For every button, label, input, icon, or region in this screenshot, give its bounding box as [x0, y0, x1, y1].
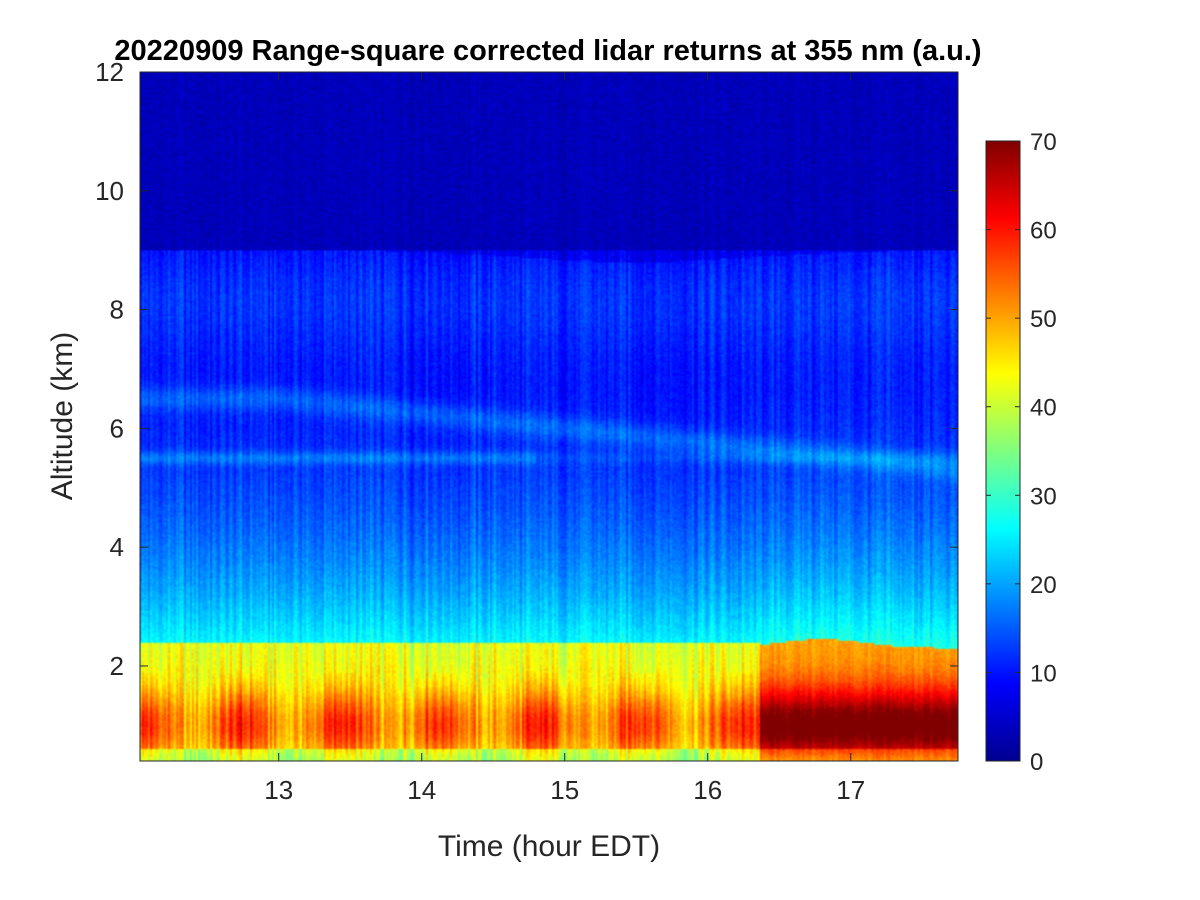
y-tick-label: 10 — [95, 176, 124, 206]
plot-frame — [139, 71, 959, 762]
y-tick-label: 8 — [110, 295, 124, 325]
colorbar — [985, 140, 1021, 762]
y-axis-title: Altitude (km) — [46, 332, 79, 500]
colorbar-tick-label: 60 — [1030, 218, 1057, 245]
colorbar-tick-label: 10 — [1030, 660, 1057, 687]
colorbar-tick-label: 50 — [1030, 306, 1057, 333]
y-tick-label: 12 — [95, 57, 124, 87]
colorbar-tick-label: 30 — [1030, 483, 1057, 510]
heatmap-image — [140, 72, 958, 761]
x-tick-label: 13 — [264, 775, 293, 805]
y-tick-label: 2 — [110, 651, 124, 681]
colorbar-tick-label: 70 — [1030, 129, 1057, 156]
x-tick-label: 14 — [407, 775, 436, 805]
x-axis-title: Time (hour EDT) — [438, 830, 660, 863]
chart-title: 20220909 Range-square corrected lidar re… — [114, 35, 981, 67]
y-tick-label: 6 — [110, 413, 124, 443]
y-axis-ticks: 2 4 6 8 10 12 — [95, 57, 958, 681]
colorbar-tick-label: 20 — [1030, 572, 1057, 599]
colorbar-tick-label: 0 — [1030, 749, 1043, 776]
colorbar-ticks: 0 10 20 30 40 50 60 70 — [986, 129, 1057, 776]
x-tick-label: 17 — [836, 775, 865, 805]
x-tick-label: 16 — [693, 775, 722, 805]
y-tick-label: 4 — [110, 532, 124, 562]
colorbar-tick-label: 40 — [1030, 395, 1057, 422]
x-tick-label: 15 — [550, 775, 579, 805]
x-axis-ticks: 13 14 15 16 17 — [264, 72, 865, 805]
